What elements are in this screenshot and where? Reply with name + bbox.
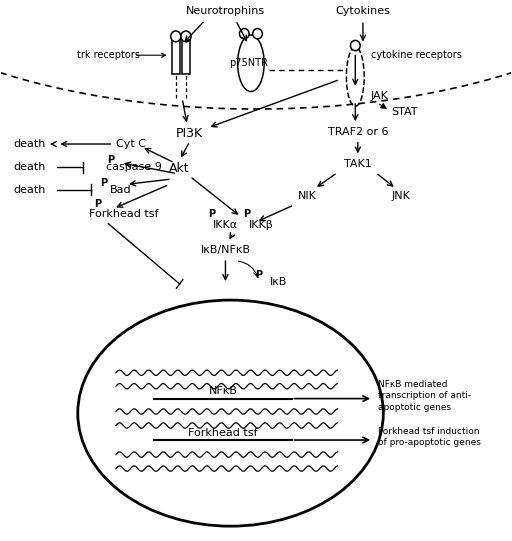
Text: IKKβ: IKKβ xyxy=(249,220,273,230)
Text: P: P xyxy=(255,270,262,280)
Circle shape xyxy=(350,41,360,51)
Text: P: P xyxy=(108,155,115,165)
Text: NIK: NIK xyxy=(297,191,316,201)
Ellipse shape xyxy=(238,35,264,91)
Text: Forkhead tsf: Forkhead tsf xyxy=(188,427,258,438)
Text: cytokine receptors: cytokine receptors xyxy=(371,50,462,60)
Circle shape xyxy=(240,29,249,39)
Text: P: P xyxy=(95,199,102,209)
Ellipse shape xyxy=(78,300,383,526)
Text: death: death xyxy=(13,139,46,149)
Text: P: P xyxy=(100,178,107,188)
Text: p75NTR: p75NTR xyxy=(229,58,268,68)
Text: IκB/NFκB: IκB/NFκB xyxy=(200,245,250,255)
FancyBboxPatch shape xyxy=(172,39,180,74)
Text: IκB: IκB xyxy=(270,278,288,287)
Text: death: death xyxy=(13,185,46,195)
Text: TRAF2 or 6: TRAF2 or 6 xyxy=(328,127,388,137)
Text: PI3K: PI3K xyxy=(176,127,203,140)
Text: P: P xyxy=(243,209,250,219)
Text: Cyt C: Cyt C xyxy=(116,139,146,149)
Text: P: P xyxy=(208,209,215,219)
Text: JAK: JAK xyxy=(371,90,389,101)
Text: IKKα: IKKα xyxy=(213,220,238,230)
Text: Forkhead tsf induction
of pro-apoptotic genes: Forkhead tsf induction of pro-apoptotic … xyxy=(378,427,481,447)
Text: caspase 9: caspase 9 xyxy=(106,162,162,172)
Text: Cytokines: Cytokines xyxy=(335,6,390,16)
Circle shape xyxy=(253,29,262,39)
Text: trk receptors: trk receptors xyxy=(77,50,140,60)
Circle shape xyxy=(181,31,191,42)
Text: NFκB mediated
transcription of anti-
apoptotic genes: NFκB mediated transcription of anti- apo… xyxy=(378,380,472,412)
Ellipse shape xyxy=(347,47,364,107)
Text: JNK: JNK xyxy=(392,191,411,201)
Text: Akt: Akt xyxy=(169,162,190,175)
Text: Bad: Bad xyxy=(110,185,132,195)
FancyBboxPatch shape xyxy=(182,39,190,74)
Text: death: death xyxy=(13,162,46,172)
Text: NFκB: NFκB xyxy=(208,386,238,396)
Text: Forkhead tsf: Forkhead tsf xyxy=(89,209,158,219)
Text: TAK1: TAK1 xyxy=(344,160,372,169)
Circle shape xyxy=(170,31,181,42)
Text: Neurotrophins: Neurotrophins xyxy=(186,6,265,16)
Text: STAT: STAT xyxy=(391,107,417,117)
